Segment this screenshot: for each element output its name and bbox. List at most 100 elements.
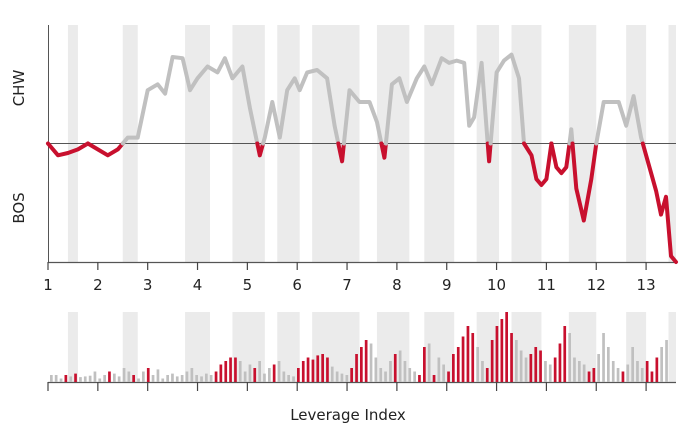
- bar-65: [364, 340, 368, 382]
- bar-92: [495, 326, 499, 382]
- bar-32: [205, 373, 208, 382]
- bar-97: [519, 350, 523, 382]
- bar-108: [573, 357, 576, 382]
- bar-63: [355, 354, 358, 382]
- line-segment-above-6: [261, 68, 341, 146]
- bar-18: [137, 378, 140, 382]
- bar-90: [485, 368, 489, 382]
- bar-101: [539, 350, 542, 382]
- bar-44: [263, 373, 266, 382]
- x-tick-label-9: 9: [442, 276, 452, 294]
- bar-125: [655, 357, 659, 382]
- bar-11: [103, 375, 106, 382]
- x-tick-label-11: 11: [537, 276, 556, 294]
- line-segment-below-17: [570, 141, 599, 223]
- bar-51: [297, 368, 300, 382]
- x-tick-label-2: 2: [93, 276, 103, 294]
- bar-77: [423, 347, 426, 382]
- line-segment-above-12: [488, 52, 526, 146]
- bar-120: [631, 347, 634, 382]
- bar-57: [326, 357, 329, 382]
- bar-33: [209, 375, 213, 382]
- bar-107: [568, 333, 571, 382]
- bar-3: [64, 375, 68, 382]
- bar-5: [74, 373, 77, 382]
- bar-87: [471, 333, 475, 382]
- bar-121: [636, 361, 639, 382]
- bar-91: [490, 340, 494, 382]
- bar-94: [505, 312, 508, 382]
- bar-115: [607, 347, 610, 382]
- bar-100: [534, 347, 538, 382]
- x-tick-label-10: 10: [487, 276, 506, 294]
- bar-75: [413, 371, 416, 382]
- bar-13: [113, 373, 116, 382]
- bar-127: [665, 340, 668, 382]
- bar-26: [175, 376, 179, 382]
- bar-28: [185, 371, 189, 382]
- line-segment-above-16: [567, 127, 575, 146]
- bar-116: [611, 361, 615, 382]
- bar-50: [292, 376, 295, 382]
- bar-16: [127, 371, 131, 382]
- bar-89: [481, 361, 484, 382]
- line-segment-below-1: [46, 141, 90, 158]
- bar-23: [161, 378, 165, 382]
- line-segment-below-15: [549, 141, 572, 176]
- bar-43: [258, 361, 261, 382]
- y-label-top: CHW: [10, 70, 28, 107]
- bar-20: [146, 368, 150, 382]
- bar-69: [384, 371, 387, 382]
- bar-67: [374, 357, 378, 382]
- band-bottom-10: [568, 312, 597, 382]
- line-segment-above-10: [383, 56, 490, 146]
- bar-60: [340, 373, 344, 382]
- bar-86: [466, 326, 470, 382]
- band-bottom-0: [67, 312, 78, 382]
- bar-118: [621, 371, 625, 382]
- bar-83: [452, 354, 455, 382]
- bar-52: [301, 361, 305, 382]
- bar-123: [645, 361, 649, 382]
- line-segment-below-7: [336, 141, 346, 164]
- line-segment-above-4: [120, 55, 260, 146]
- bar-15: [122, 368, 126, 382]
- bar-35: [219, 364, 223, 382]
- bar-68: [379, 368, 383, 382]
- bar-41: [248, 364, 252, 382]
- line-segment-above-8: [341, 88, 384, 146]
- x-tick-label-1: 1: [43, 276, 53, 294]
- bar-45: [268, 368, 271, 382]
- line-segment-below-11: [485, 141, 493, 164]
- bar-80: [437, 357, 441, 382]
- bar-72: [398, 350, 402, 382]
- line-segment-below-3: [85, 141, 125, 158]
- bar-64: [360, 347, 363, 382]
- bar-106: [563, 326, 567, 382]
- bar-79: [432, 375, 436, 382]
- x-tick-label-6: 6: [292, 276, 302, 294]
- line-segment-below-9: [379, 141, 388, 160]
- bar-55: [316, 355, 320, 382]
- x-tick-label-13: 13: [637, 276, 656, 294]
- bar-102: [544, 361, 547, 382]
- bar-37: [229, 357, 232, 382]
- bar-59: [335, 371, 339, 382]
- line-segment-above-18: [594, 94, 645, 146]
- x-tick-label-8: 8: [392, 276, 402, 294]
- bar-9: [93, 371, 97, 382]
- y-label-bottom: BOS: [10, 192, 28, 223]
- band-bottom-11: [626, 312, 647, 382]
- bar-21: [151, 375, 155, 382]
- bar-42: [253, 368, 257, 382]
- band-bottom-1: [122, 312, 138, 382]
- x-tick-label-5: 5: [243, 276, 253, 294]
- bar-0: [50, 375, 53, 382]
- bar-47: [277, 361, 281, 382]
- bar-114: [602, 333, 605, 382]
- bar-110: [582, 364, 586, 382]
- x-ticks: 1 2 3 4 5 6 7 8 9 10 11 12 13: [43, 262, 656, 294]
- bar-76: [418, 375, 421, 382]
- bar-series: [50, 312, 668, 382]
